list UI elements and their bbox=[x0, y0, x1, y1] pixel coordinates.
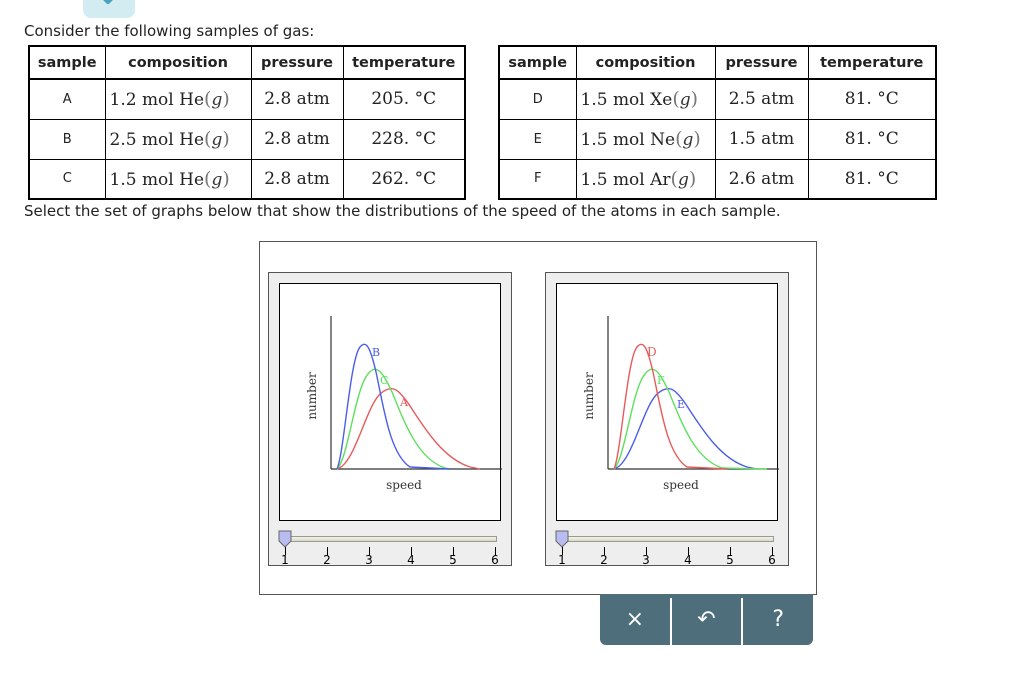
composition-cell: 1.5 mol Ne(g) bbox=[575, 118, 716, 160]
curve-label: F bbox=[657, 374, 665, 387]
x-axis-label: speed bbox=[663, 478, 699, 492]
tick-label: 3 bbox=[642, 553, 650, 567]
header-pressure: pressure bbox=[714, 45, 809, 80]
graph-set-2[interactable]: D F E speed number 1 2 bbox=[545, 272, 789, 567]
pressure-cell: 2.8 atm bbox=[250, 158, 344, 200]
tick-label: 2 bbox=[600, 553, 608, 567]
question-prompt: Select the set of graphs below that show… bbox=[24, 202, 781, 220]
x-axis-label: speed bbox=[386, 478, 422, 492]
close-icon: × bbox=[625, 607, 645, 632]
temperature-cell: 81. °C bbox=[807, 78, 937, 120]
temperature-cell: 228. °C bbox=[342, 118, 466, 160]
tick-label: 5 bbox=[449, 553, 457, 567]
y-axis-label: number bbox=[305, 372, 319, 420]
y-axis-label: number bbox=[582, 372, 596, 420]
header-composition: composition bbox=[575, 45, 716, 80]
graph-set-1[interactable]: B C A speed number 1 2 bbox=[268, 272, 512, 567]
answer-area: B C A speed number 1 2 bbox=[259, 241, 817, 595]
header-composition: composition bbox=[104, 45, 252, 80]
help-icon: ? bbox=[772, 607, 785, 632]
tick-label: 4 bbox=[407, 553, 415, 567]
sample-label: E bbox=[498, 118, 577, 160]
clear-button[interactable]: × bbox=[600, 594, 670, 645]
chevron-down-icon bbox=[99, 0, 119, 6]
header-sample: sample bbox=[28, 45, 106, 80]
slider-handle[interactable] bbox=[555, 530, 569, 548]
pressure-cell: 2.8 atm bbox=[250, 78, 344, 120]
undo-icon: ↶ bbox=[697, 607, 716, 632]
graph-slider[interactable]: 1 2 3 4 5 6 bbox=[554, 529, 782, 567]
sample-label: B bbox=[28, 118, 106, 160]
tick-label: 4 bbox=[684, 553, 692, 567]
composition-cell: 1.5 mol Xe(g) bbox=[575, 78, 716, 120]
composition-cell: 1.5 mol Ar(g) bbox=[575, 158, 716, 200]
tick-label: 1 bbox=[281, 553, 289, 567]
curve-label: A bbox=[399, 396, 409, 409]
slider-track[interactable] bbox=[564, 536, 774, 542]
sample-label: D bbox=[498, 78, 577, 120]
divider bbox=[669, 598, 672, 645]
speed-distribution-graph: B C A speed number bbox=[279, 283, 502, 521]
tick-label: 2 bbox=[323, 553, 331, 567]
pressure-cell: 2.8 atm bbox=[250, 118, 344, 160]
slider-handle[interactable] bbox=[278, 530, 292, 548]
curve-label: E bbox=[677, 398, 685, 411]
pressure-cell: 2.5 atm bbox=[714, 78, 809, 120]
temperature-cell: 262. °C bbox=[342, 158, 466, 200]
undo-button[interactable]: ↶ bbox=[672, 594, 742, 645]
speed-distribution-graph: D F E speed number bbox=[556, 283, 779, 521]
tick-label: 6 bbox=[768, 553, 776, 567]
divider bbox=[741, 598, 744, 645]
samples-table-left: sample composition pressure temperature … bbox=[28, 45, 466, 200]
sample-label: C bbox=[28, 158, 106, 200]
distribution-chart: D F E speed number bbox=[582, 316, 779, 492]
intro-text: Consider the following samples of gas: bbox=[24, 22, 315, 40]
curve-label: B bbox=[372, 346, 380, 359]
table-row: E 1.5 mol Ne(g) 1.5 atm 81. °C bbox=[498, 118, 937, 160]
header-temperature: temperature bbox=[807, 45, 937, 80]
tick-label: 3 bbox=[365, 553, 373, 567]
curve-label: D bbox=[647, 345, 657, 359]
header-sample: sample bbox=[498, 45, 577, 80]
header-temperature: temperature bbox=[342, 45, 466, 80]
slider-track[interactable] bbox=[287, 536, 497, 542]
tick-label: 6 bbox=[491, 553, 499, 567]
tick-label: 5 bbox=[726, 553, 734, 567]
composition-cell: 1.2 mol He(g) bbox=[104, 78, 252, 120]
pressure-cell: 2.6 atm bbox=[714, 158, 809, 200]
pressure-cell: 1.5 atm bbox=[714, 118, 809, 160]
header-pressure: pressure bbox=[250, 45, 344, 80]
table-row: F 1.5 mol Ar(g) 2.6 atm 81. °C bbox=[498, 158, 937, 200]
sample-label: A bbox=[28, 78, 106, 120]
tick-label: 1 bbox=[558, 553, 566, 567]
temperature-cell: 205. °C bbox=[342, 78, 466, 120]
collapse-tab[interactable] bbox=[83, 0, 135, 18]
help-button[interactable]: ? bbox=[743, 594, 813, 645]
composition-cell: 1.5 mol He(g) bbox=[104, 158, 252, 200]
sample-label: F bbox=[498, 158, 577, 200]
temperature-cell: 81. °C bbox=[807, 118, 937, 160]
table-row: B 2.5 mol He(g) 2.8 atm 228. °C bbox=[28, 118, 466, 160]
graph-slider[interactable]: 1 2 3 4 5 6 bbox=[277, 529, 505, 567]
curve-label: C bbox=[380, 374, 388, 387]
table-row: A 1.2 mol He(g) 2.8 atm 205. °C bbox=[28, 78, 466, 120]
action-toolbar: × ↶ ? bbox=[600, 594, 813, 645]
samples-table-right: sample composition pressure temperature … bbox=[498, 45, 937, 200]
composition-cell: 2.5 mol He(g) bbox=[104, 118, 252, 160]
table-row: C 1.5 mol He(g) 2.8 atm 262. °C bbox=[28, 158, 466, 200]
temperature-cell: 81. °C bbox=[807, 158, 937, 200]
table-row: D 1.5 mol Xe(g) 2.5 atm 81. °C bbox=[498, 78, 937, 120]
distribution-chart: B C A speed number bbox=[305, 316, 502, 492]
